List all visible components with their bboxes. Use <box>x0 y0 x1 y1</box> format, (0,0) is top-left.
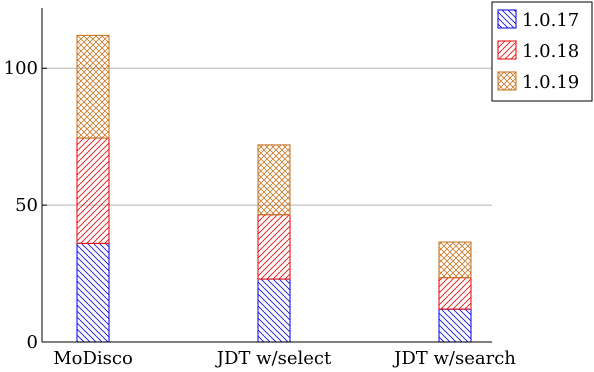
bar-jdt-w-select-1-0-19 <box>257 144 291 216</box>
y-tick-label-100: 100 <box>4 58 38 79</box>
legend-label-1-0-19: 1.0.19 <box>522 72 579 93</box>
legend-label-1-0-17: 1.0.17 <box>522 10 579 31</box>
y-tick-label-0: 0 <box>27 332 38 353</box>
x-axis-labels: MoDisco JDT w/select JDT w/search <box>53 348 516 369</box>
legend-label-1-0-18: 1.0.18 <box>522 41 579 62</box>
bar-jdt-w-search-1-0-18 <box>438 277 472 310</box>
x-tick-label-jdt-w-search: JDT w/search <box>392 348 516 369</box>
axes <box>41 8 492 343</box>
x-tick-label-jdt-w-select: JDT w/select <box>215 348 332 369</box>
legend-swatch-1-0-17 <box>497 9 517 29</box>
y-axis-ticks: 0 50 100 <box>4 58 47 353</box>
bar-jdt-w-search-1-0-19 <box>438 241 472 279</box>
legend-swatch-1-0-19 <box>497 71 517 91</box>
bars <box>76 34 472 343</box>
legend-swatch-1-0-18 <box>497 40 517 60</box>
y-tick-label-50: 50 <box>15 195 38 216</box>
x-tick-label-modisco: MoDisco <box>53 348 133 369</box>
bar-jdt-w-select-1-0-17 <box>257 278 291 343</box>
bar-jdt-w-select-1-0-18 <box>257 214 291 280</box>
legend: 1.0.17 1.0.18 1.0.19 <box>491 1 593 102</box>
bar-modisco-1-0-17 <box>76 242 110 343</box>
bar-modisco-1-0-18 <box>76 137 110 244</box>
bar-jdt-w-search-1-0-17 <box>438 308 472 343</box>
bar-modisco-1-0-19 <box>76 34 110 139</box>
